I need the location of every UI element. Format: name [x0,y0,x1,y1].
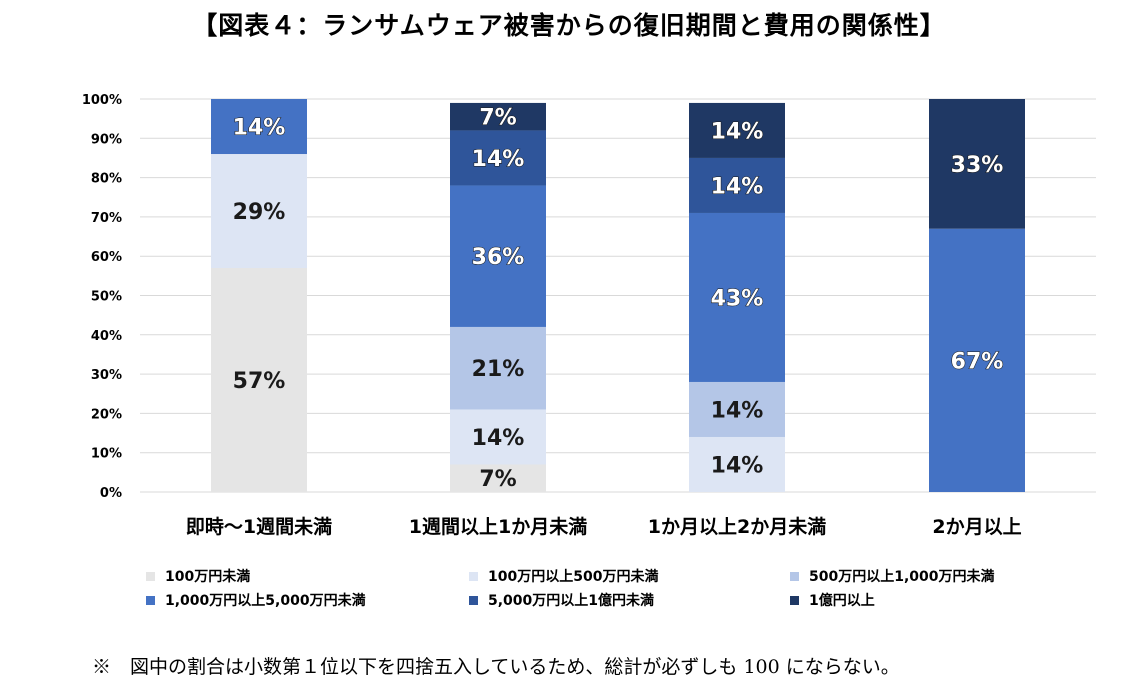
legend-label: 1,000万円以上5,000万円未満 [165,593,366,609]
x-axis-categories: 即時～1週間未満 1週間以上1か月未満 1か月以上2か月未満 2か月以上 [186,515,1022,538]
y-tick-label: 100% [82,93,122,108]
data-label: 14% [711,453,764,478]
legend-label: 5,000万円以上1億円未満 [488,593,655,609]
legend-swatch [469,571,478,581]
chart-title: 【図表４：ランサムウェア被害からの復旧期間と費用の関係性】 [192,11,946,40]
bar-segment [929,99,1025,229]
y-tick-label: 70% [91,211,122,226]
x-category-label: 2か月以上 [932,516,1021,538]
y-tick-label: 0% [100,486,122,501]
bar-segment [211,99,307,155]
legend-item-over-100m: 1億円以上 [790,590,875,610]
y-tick-label: 90% [91,132,122,147]
data-label: 57% [233,369,286,394]
bar-segment [689,381,785,437]
data-label: 33% [951,153,1004,178]
legend-label: 100万円未満 [165,569,251,585]
data-label: 14% [711,174,764,199]
legend-item-10m-50m: 1,000万円以上5,000万円未満 [146,590,366,610]
data-label: 29% [233,200,286,225]
data-labels: 57% 29% 14% 7% 14% 21% 36% 14% 7% 14% 14% 43% 14% 14%… [232,105,1004,492]
bar-segment [689,102,785,158]
bar-segment [689,157,785,213]
bar-segment [450,464,546,492]
data-label: 7% [479,467,516,492]
bar-segment [450,130,546,186]
data-label: 14% [233,116,286,141]
y-tick-label: 20% [91,407,122,422]
x-category-label: 1週間以上1か月未満 [409,515,587,538]
x-category-label: 即時～1週間未満 [186,515,332,538]
legend-swatch [146,595,155,605]
data-label: 67% [951,349,1004,374]
data-label: 14% [472,426,525,451]
data-label: 14% [472,147,525,172]
y-tick-label: 50% [91,290,122,305]
data-label: 21% [472,357,525,382]
legend-label: 1億円以上 [809,593,875,609]
bar-segment [450,409,546,465]
footnote: ※ 図中の割合は小数第１位以下を四捨五入しているため、総計が必ずしも 100 に… [92,656,900,678]
x-category-label: 1か月以上2か月未満 [648,515,826,538]
bars [211,99,1025,492]
y-tick-label: 60% [91,250,122,265]
stacked-bar-chart: 0% 10% 20% 30% 40% 50% 60% 70% 80% 90% 100% 57% 29%… [82,93,1096,538]
legend-swatch [790,595,799,605]
legend-swatch [469,595,478,605]
y-axis-ticks: 0% 10% 20% 30% 40% 50% 60% 70% 80% 90% 100% [82,93,122,501]
legend-item-5m-10m: 500万円以上1,000万円未満 [790,566,995,586]
legend-label: 100万円以上500万円未満 [488,569,659,585]
data-label: 7% [479,106,516,131]
bar-segment [450,326,546,410]
bar-segment [450,185,546,327]
bar-segment [450,102,546,131]
bar-segment [211,154,307,268]
bar-segment [211,267,307,492]
data-label: 14% [711,119,764,144]
data-label: 43% [711,286,764,311]
data-label: 36% [472,245,525,270]
y-tick-label: 30% [91,368,122,383]
bar-segment [929,228,1025,492]
y-tick-label: 10% [91,447,122,462]
data-label: 14% [711,398,764,423]
legend-item-1m-5m: 100万円以上500万円未満 [469,566,658,586]
legend-swatch [790,571,799,581]
legend-label: 500万円以上1,000万円未満 [809,569,995,585]
legend-swatch [146,571,155,581]
bar-segment [689,212,785,382]
legend-item-50m-100m: 5,000万円以上1億円未満 [469,590,654,610]
bar-segment [689,436,785,492]
y-tick-label: 80% [91,172,122,187]
legend-item-under-1m: 100万円未満 [146,566,250,586]
y-tick-label: 40% [91,329,122,344]
